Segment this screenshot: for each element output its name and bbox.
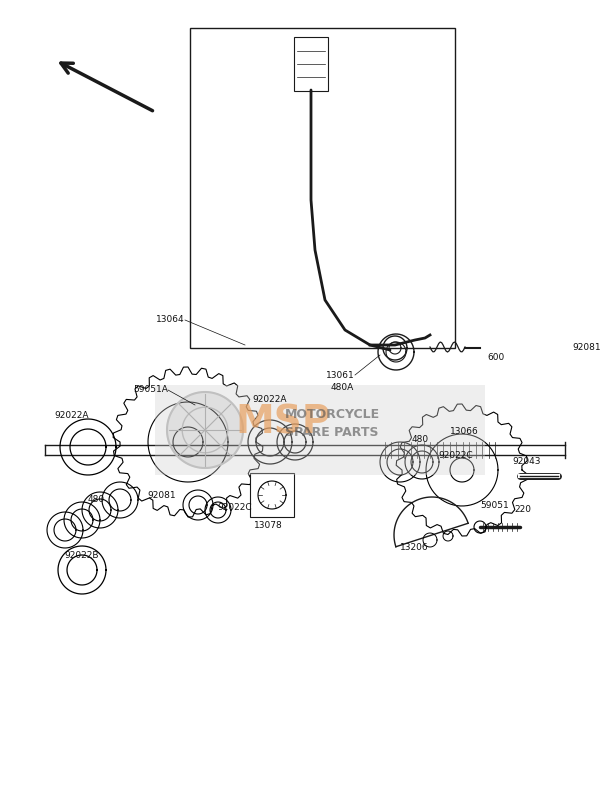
Text: 92043: 92043	[512, 458, 541, 466]
Polygon shape	[396, 404, 528, 536]
Text: 92081: 92081	[148, 491, 176, 499]
Bar	[190, 28, 455, 348]
Text: 600: 600	[487, 352, 505, 362]
FancyBboxPatch shape	[294, 37, 328, 91]
FancyBboxPatch shape	[250, 473, 294, 517]
Text: 220: 220	[515, 506, 532, 514]
Text: 59051A: 59051A	[133, 385, 168, 395]
Text: MSP: MSP	[235, 403, 330, 441]
Text: 480: 480	[412, 436, 429, 444]
Text: 92022A: 92022A	[252, 396, 287, 404]
Text: 13064: 13064	[157, 316, 185, 324]
Text: MOTORCYCLE: MOTORCYCLE	[285, 408, 380, 422]
Text: 13206: 13206	[400, 543, 428, 553]
Text: 13061: 13061	[326, 371, 355, 379]
Polygon shape	[113, 367, 263, 517]
Polygon shape	[378, 334, 414, 370]
Text: 92022A: 92022A	[55, 411, 89, 419]
Text: 92022C: 92022C	[438, 451, 473, 459]
Text: 480: 480	[88, 495, 104, 505]
Text: 13066: 13066	[450, 428, 479, 436]
Text: 59051: 59051	[481, 501, 509, 509]
Text: 92022B: 92022B	[65, 550, 99, 560]
Text: 92081A: 92081A	[572, 344, 600, 352]
FancyBboxPatch shape	[155, 385, 485, 475]
Text: 13078: 13078	[254, 520, 283, 530]
Text: 480A: 480A	[331, 382, 353, 392]
Polygon shape	[383, 336, 407, 360]
Text: 92022C: 92022C	[218, 502, 253, 512]
Polygon shape	[258, 481, 286, 509]
Polygon shape	[167, 392, 243, 468]
Text: SPARE PARTS: SPARE PARTS	[285, 425, 379, 439]
